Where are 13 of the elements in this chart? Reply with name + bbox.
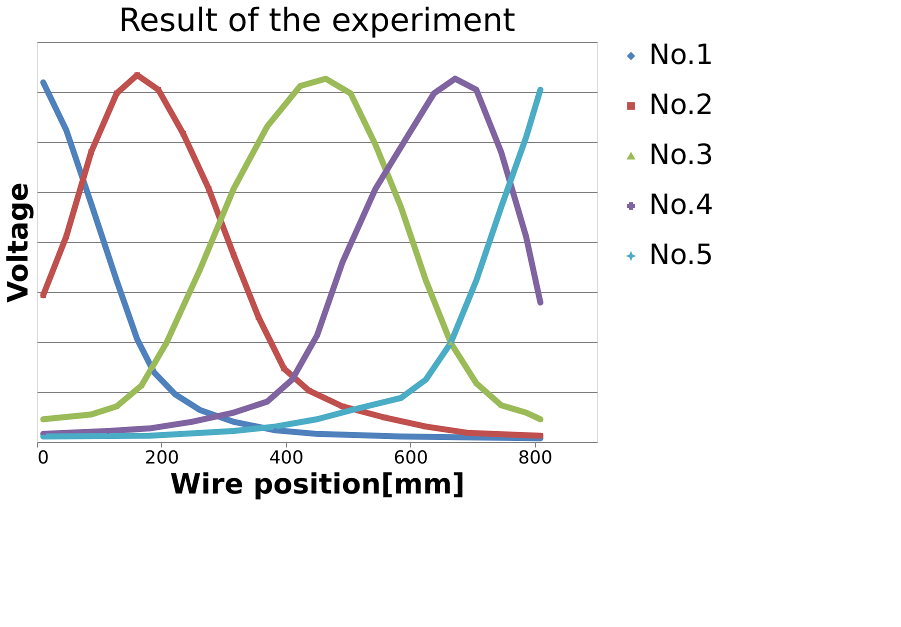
chart-title: Result of the experiment xyxy=(118,1,516,39)
legend-label: No.5 xyxy=(649,238,714,271)
legend-label: No.3 xyxy=(649,138,714,171)
x-axis-title: Wire position[mm] xyxy=(170,468,465,500)
legend-label: No.1 xyxy=(649,38,714,71)
x-tick-label: 400 xyxy=(269,448,304,468)
x-tick-label: 800 xyxy=(518,448,552,468)
legend-label: No.4 xyxy=(649,188,714,221)
x-tick-label: 200 xyxy=(144,448,180,468)
x-tick-label: 600 xyxy=(394,448,428,468)
y-axis-title: Voltage xyxy=(2,182,34,303)
x-tick-label: 0 xyxy=(38,448,49,468)
legend-label: No.2 xyxy=(649,88,714,121)
